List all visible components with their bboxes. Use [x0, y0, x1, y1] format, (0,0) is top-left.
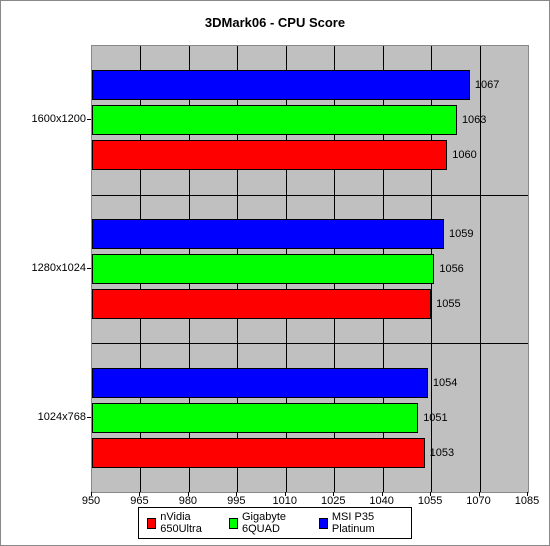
x-tick-label: 1085: [515, 495, 539, 507]
y-tick-mark: [87, 268, 91, 269]
bar: 1053: [92, 438, 425, 468]
category-divider: [92, 195, 528, 196]
y-tick-mark: [87, 417, 91, 418]
bar-value-label: 1056: [439, 263, 463, 275]
x-tick-label: 1025: [321, 495, 345, 507]
legend-label-gigabyte: Gigabyte 6QUAD: [242, 511, 311, 535]
bar-value-label: 1060: [452, 149, 476, 161]
y-category-label: 1024x768: [11, 411, 86, 423]
y-category-label: 1600x1200: [11, 113, 86, 125]
bar-value-label: 1051: [423, 412, 447, 424]
category-divider: [92, 343, 528, 344]
legend-item-gigabyte: Gigabyte 6QUAD: [229, 511, 311, 535]
x-tick-label: 1040: [369, 495, 393, 507]
legend-item-msi: MSI P35 Platinum: [319, 511, 403, 535]
bar: 1063: [92, 105, 457, 135]
chart-title: 3DMark06 - CPU Score: [1, 15, 549, 30]
bar-value-label: 1055: [436, 298, 460, 310]
y-tick-mark: [87, 119, 91, 120]
legend: nVidia 650Ultra Gigabyte 6QUAD MSI P35 P…: [138, 507, 412, 539]
bar: 1054: [92, 368, 428, 398]
x-tick-label: 950: [82, 495, 100, 507]
legend-swatch-nvidia: [147, 518, 156, 529]
legend-swatch-gigabyte: [229, 518, 238, 529]
chart-container: 3DMark06 - CPU Score 1067 1063 1060 1059 105…: [0, 0, 550, 546]
legend-label-msi: MSI P35 Platinum: [332, 511, 403, 535]
x-tick-label: 1010: [273, 495, 297, 507]
x-tick-label: 1055: [418, 495, 442, 507]
bar: 1055: [92, 289, 431, 319]
bar-value-label: 1059: [449, 228, 473, 240]
gridline: [480, 46, 481, 492]
bar-value-label: 1054: [433, 377, 457, 389]
x-tick-label: 965: [130, 495, 148, 507]
x-tick-label: 980: [179, 495, 197, 507]
y-category-label: 1280x1024: [11, 262, 86, 274]
bar: 1067: [92, 70, 470, 100]
plot-area: 1067 1063 1060 1059 1056 1055 1054 1051 1053: [91, 45, 529, 493]
bar: 1060: [92, 140, 447, 170]
legend-label-nvidia: nVidia 650Ultra: [160, 511, 220, 535]
bar: 1059: [92, 219, 444, 249]
bar-value-label: 1063: [462, 114, 486, 126]
legend-item-nvidia: nVidia 650Ultra: [147, 511, 221, 535]
legend-swatch-msi: [319, 518, 328, 529]
bar-value-label: 1067: [475, 79, 499, 91]
bar-value-label: 1053: [430, 447, 454, 459]
x-tick-label: 1070: [466, 495, 490, 507]
bar: 1056: [92, 254, 434, 284]
bar: 1051: [92, 403, 418, 433]
x-tick-label: 995: [227, 495, 245, 507]
